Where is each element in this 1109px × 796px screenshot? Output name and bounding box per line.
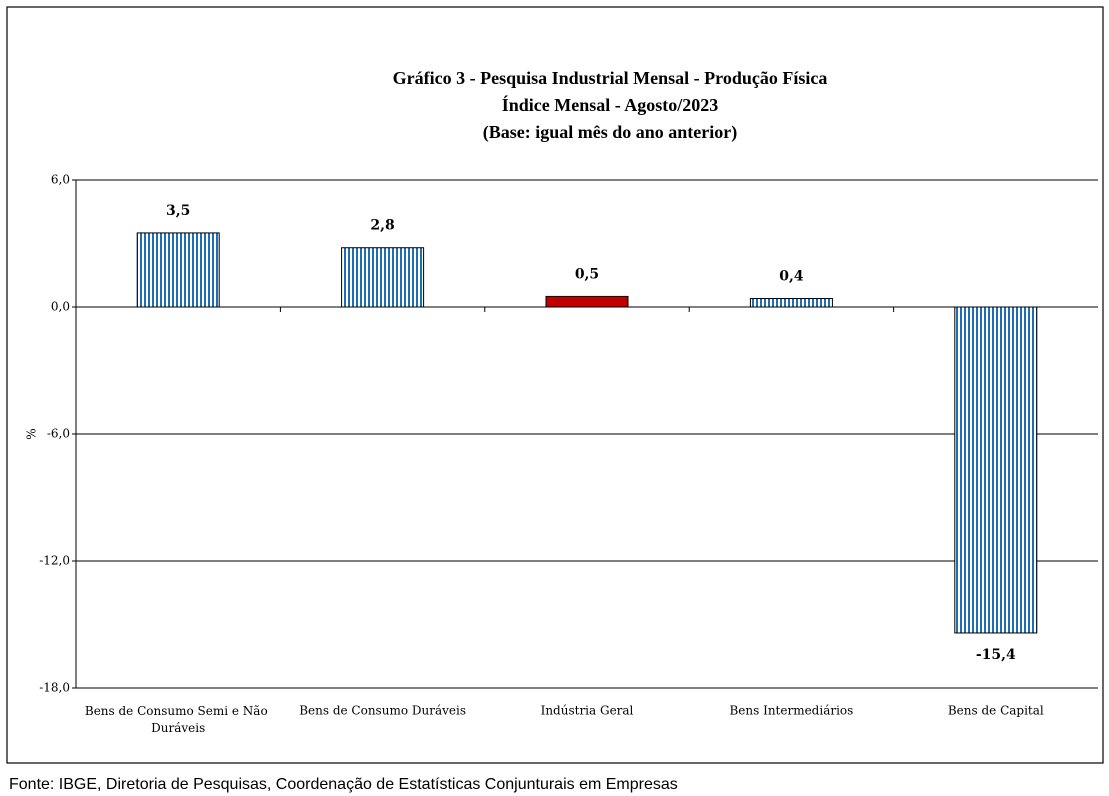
- y-tick-label: 6,0: [51, 173, 70, 187]
- data-label: -15,4: [976, 647, 1016, 663]
- data-label: 2,8: [370, 218, 394, 234]
- y-axis-label: %: [25, 428, 39, 439]
- data-label: 0,4: [779, 269, 804, 285]
- bar: [136, 232, 220, 308]
- x-tick-label: Bens de Consumo Duráveis: [299, 704, 466, 718]
- x-tick-label: Bens de Capital: [948, 704, 1044, 718]
- data-label: 0,5: [575, 266, 599, 282]
- bar: [545, 295, 629, 308]
- chart-frame: [6, 6, 1104, 764]
- bar: [954, 306, 1038, 634]
- y-tick-label: -6,0: [47, 427, 70, 441]
- source-note: Fonte: IBGE, Diretoria de Pesquisas, Coo…: [9, 776, 678, 793]
- chart-title: Gráfico 3 - Pesquisa Industrial Mensal -…: [393, 68, 828, 88]
- chart-title: Índice Mensal - Agosto/2023: [502, 94, 719, 115]
- x-tick-label: Bens de Consumo Semi e Não Duráveis: [85, 704, 272, 735]
- y-tick-label: 0,0: [51, 300, 70, 314]
- x-tick-label: Indústria Geral: [541, 704, 634, 718]
- bar: [341, 247, 425, 308]
- bar: [749, 298, 833, 308]
- data-label: 3,5: [166, 203, 190, 219]
- y-tick-label: -12,0: [39, 554, 70, 568]
- x-tick-label: Bens Intermediários: [729, 704, 853, 718]
- y-tick-label: -18,0: [39, 681, 70, 695]
- chart-title: (Base: igual mês do ano anterior): [483, 122, 737, 143]
